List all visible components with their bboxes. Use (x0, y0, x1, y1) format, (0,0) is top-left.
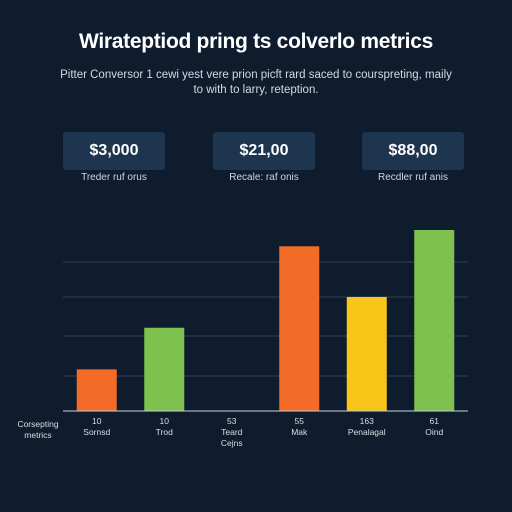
kpi-card-3: $88,00 (362, 132, 464, 170)
kpi-card-1: $3,000 (63, 132, 165, 170)
kpi-label-2: Recale: raf onis (229, 172, 299, 183)
x-tick-label-2: Trod (156, 427, 173, 437)
x-tick-label-1: Sornsd (83, 427, 110, 437)
bar-2 (144, 327, 185, 411)
y-axis-label: Corsepting (17, 419, 58, 429)
chart-subtitle: Pitter Conversor 1 cewi yest vere prion … (60, 69, 452, 96)
chart-title: Wirateptiod pring ts colverlo metrics (79, 30, 433, 53)
x-tick-top-5: 163 (360, 416, 374, 426)
bar-1 (76, 369, 117, 411)
x-tick-label-4: Mak (291, 427, 308, 437)
x-tick-label-3-line-2: Cejns (221, 438, 243, 448)
x-tick-label-3: Teard (221, 427, 243, 437)
kpi-label-1: Treder ruf orus (81, 172, 147, 183)
x-tick-top-4: 55 (295, 416, 305, 426)
bar-5 (346, 296, 387, 411)
y-axis-label-line-2: metrics (24, 430, 51, 440)
x-tick-top-3: 53 (227, 416, 237, 426)
kpi-card-2: $21,00 (213, 132, 315, 170)
x-tick-top-1: 10 (92, 416, 102, 426)
x-tick-top-2: 10 (160, 416, 170, 426)
x-tick-label-6: Oind (425, 427, 443, 437)
bar-4 (279, 246, 320, 411)
x-tick-label-5: Penalagal (348, 427, 386, 437)
x-tick-top-6: 61 (430, 416, 440, 426)
kpi-label-3: Recdler ruf anis (377, 172, 449, 183)
bar-6 (414, 230, 455, 411)
